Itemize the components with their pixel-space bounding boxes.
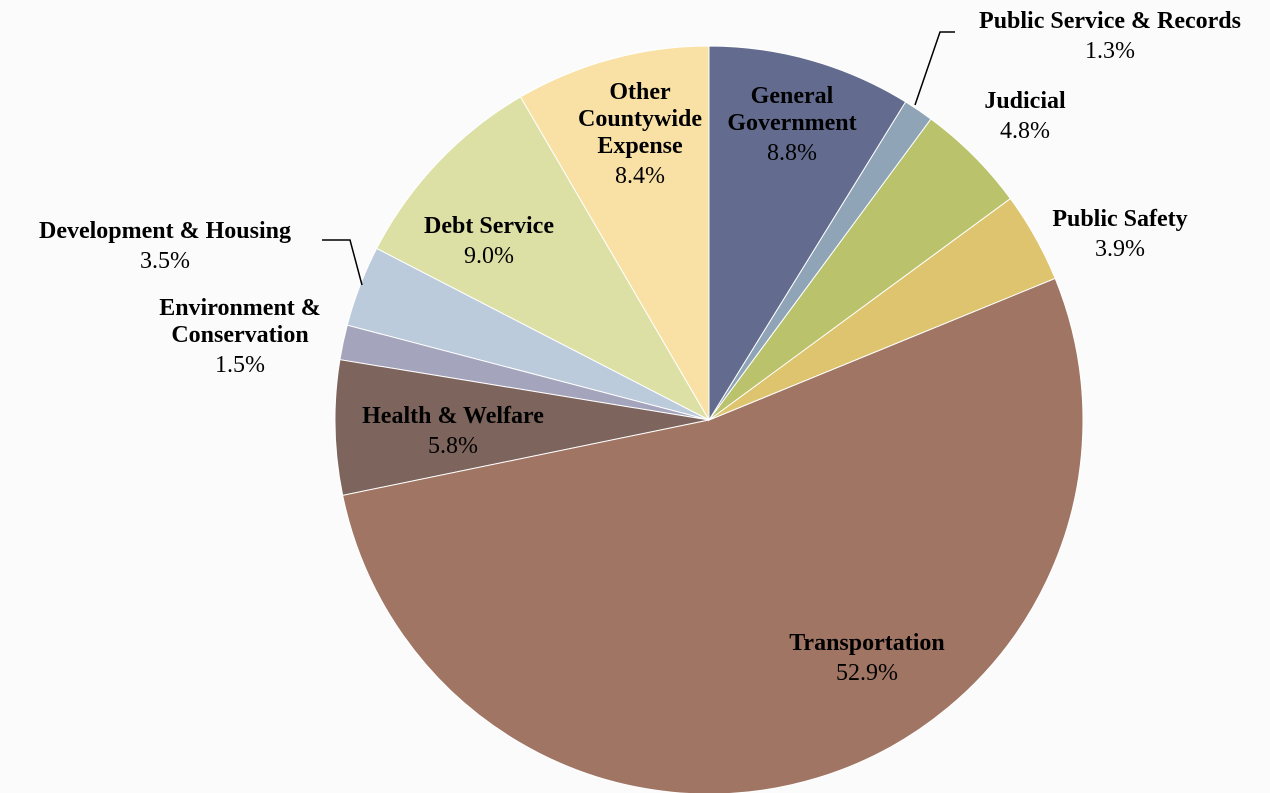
slice-label: Health & Welfare 5.8% — [333, 403, 573, 460]
category-label: Transportation — [789, 630, 945, 656]
category-label: Environment & Conservation — [159, 295, 321, 348]
category-label: Public Service & Records — [979, 8, 1241, 34]
pie-slice — [334, 359, 710, 496]
pie-slice — [708, 45, 907, 422]
slice-label: Debt Service 9.0% — [389, 213, 589, 270]
value-label: 8.8% — [767, 140, 817, 166]
leader-line — [914, 31, 955, 106]
value-label: 5.8% — [428, 433, 478, 459]
category-label: Other Countywide Expense — [577, 79, 703, 159]
value-label: 9.0% — [464, 243, 514, 269]
category-label: Health & Welfare — [362, 403, 544, 429]
pie-slice — [519, 45, 710, 422]
pie-slice — [342, 277, 1084, 793]
pie-slice — [375, 96, 711, 422]
slice-label: Judicial 4.8% — [955, 88, 1095, 145]
value-label: 3.5% — [140, 248, 190, 274]
slice-label: General Government 8.8% — [707, 83, 877, 167]
category-label: Development & Housing — [39, 218, 291, 244]
category-label: Public Safety — [1052, 206, 1188, 232]
value-label: 4.8% — [1000, 118, 1050, 144]
slice-label: Environment & Conservation 1.5% — [140, 295, 340, 379]
category-label: General Government — [727, 83, 857, 136]
value-label: 3.9% — [1095, 236, 1145, 262]
value-label: 1.3% — [1085, 38, 1135, 64]
category-label: Debt Service — [424, 213, 554, 239]
slice-label: Development & Housing 3.5% — [0, 218, 330, 275]
leader-line — [322, 239, 363, 286]
slice-label: Other Countywide Expense 8.4% — [565, 79, 715, 190]
slice-label: Public Service & Records 1.3% — [945, 8, 1270, 65]
category-label: Judicial — [984, 88, 1066, 114]
slice-label: Public Safety 3.9% — [1020, 206, 1220, 263]
slice-label: Transportation 52.9% — [747, 630, 987, 687]
value-label: 1.5% — [215, 352, 265, 378]
value-label: 8.4% — [615, 163, 665, 189]
value-label: 52.9% — [836, 660, 898, 686]
